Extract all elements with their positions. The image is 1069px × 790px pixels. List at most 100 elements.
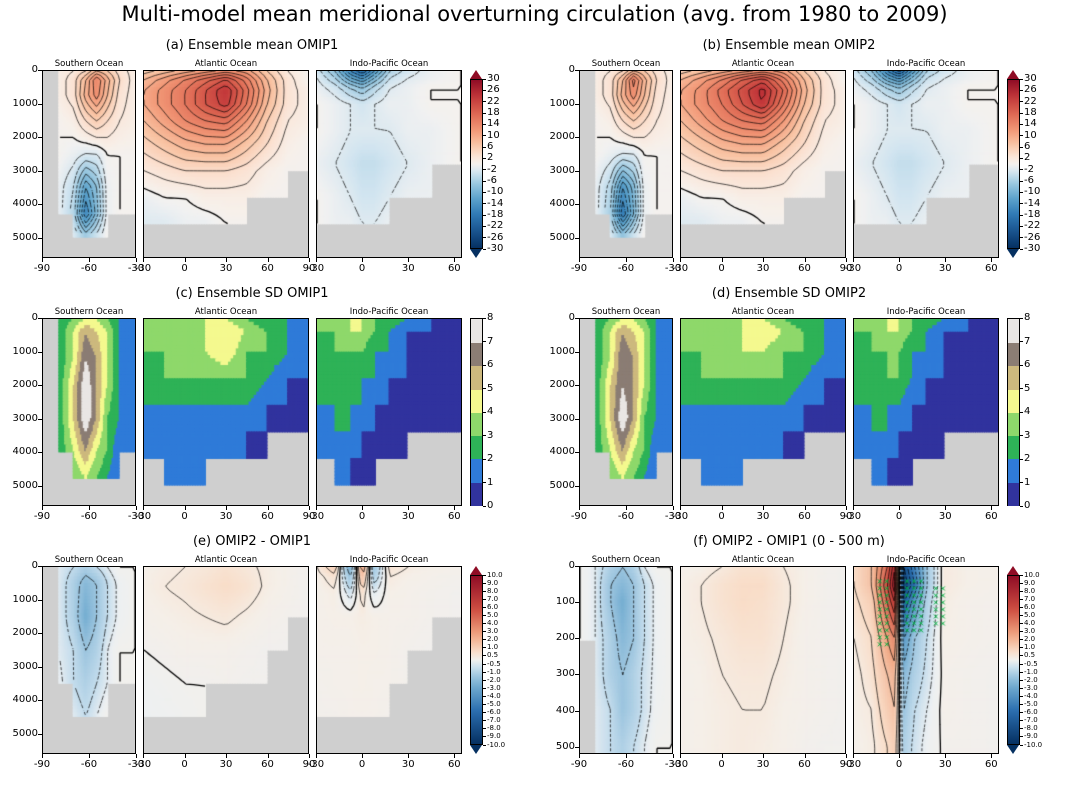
x-tick-mark xyxy=(362,258,364,262)
colorbar-tick-label: -8.0 xyxy=(1024,724,1038,733)
colorbar-tick-label: -1.0 xyxy=(1024,667,1038,676)
x-tick-label: 60 xyxy=(984,759,998,770)
plot-area xyxy=(579,70,673,258)
colorbar: 30 26 22 18 14 10 6 2 -2 -6 -10 -14 -18 -22 -26 -30 xyxy=(470,70,524,258)
x-tick-mark xyxy=(945,754,947,758)
colorbar-tick-label: -2.0 xyxy=(487,675,501,684)
ocean-title: Atlantic Ocean xyxy=(731,555,795,565)
x-tick-label: 0 xyxy=(718,263,725,274)
colorbar-tick-label: 9.0 xyxy=(487,578,499,587)
y-tick-mark xyxy=(575,452,579,454)
x-tick-mark xyxy=(454,258,456,262)
colorbar-tick-label: 8.0 xyxy=(487,586,499,595)
colorbar-segment xyxy=(1008,435,1019,460)
colorbar-segment xyxy=(1008,342,1019,367)
plot-area xyxy=(853,70,999,258)
x-tick-mark xyxy=(579,506,580,510)
colorbar-tick-label: 5 xyxy=(1024,382,1031,394)
colorbar-tick-label: 7.0 xyxy=(487,594,499,603)
x-tick-mark xyxy=(991,258,993,262)
colorbar-tick-label: 1 xyxy=(487,476,494,488)
y-tick-label: 1000 xyxy=(12,97,38,109)
y-tick-mark xyxy=(575,137,579,139)
colorbar-body xyxy=(1007,79,1020,249)
plot-area xyxy=(316,318,462,506)
x-tick-label: -30 xyxy=(664,759,682,770)
x-tick-mark xyxy=(673,258,674,262)
y-tick-label: 5000 xyxy=(12,231,38,243)
colorbar-tick-mark xyxy=(483,744,486,746)
colorbar-tick-mark xyxy=(1020,89,1023,91)
colorbar-tick-label: -14 xyxy=(1024,197,1041,209)
colorbar-arrow-up-icon xyxy=(1007,566,1019,575)
colorbar-tick-mark xyxy=(1020,225,1023,227)
x-tick-label: -30 xyxy=(127,511,145,522)
colorbar-tick-label: 6 xyxy=(1024,359,1031,370)
x-tick-label: 30 xyxy=(756,263,770,274)
plot-area xyxy=(316,566,462,754)
x-tick-mark xyxy=(267,754,269,758)
x-tick-mark xyxy=(408,258,410,262)
x-tick-mark xyxy=(763,754,764,758)
colorbar-tick-label: 2.0 xyxy=(1024,635,1036,644)
plot-area xyxy=(143,70,309,258)
colorbar-segment xyxy=(471,435,482,460)
x-tick-mark xyxy=(89,506,90,510)
contour-plot-canvas xyxy=(317,319,461,505)
contour-plot-canvas xyxy=(681,319,845,505)
colorbar-tick-mark xyxy=(483,191,486,193)
colorbar-tick-label: 2 xyxy=(487,453,494,464)
x-tick-label: 90 xyxy=(839,263,853,274)
colorbar-tick-mark xyxy=(1020,704,1023,706)
colorbar-tick-mark xyxy=(1020,169,1023,171)
colorbar-tick-mark xyxy=(1020,435,1023,436)
colorbar-tick-label: 3.0 xyxy=(1024,627,1036,636)
colorbar-tick-label: -10.0 xyxy=(1024,740,1043,749)
colorbar-tick-label: 10.0 xyxy=(487,570,503,579)
y-tick-mark xyxy=(38,633,42,635)
colorbar-tick-mark xyxy=(1020,458,1023,460)
y-tick-mark xyxy=(38,418,42,420)
y-tick-mark xyxy=(575,237,579,239)
x-tick-mark xyxy=(267,258,269,262)
colorbar: 8 7 6 5 4 3 2 1 0 xyxy=(470,313,524,511)
y-tick-mark xyxy=(575,746,579,748)
ocean-title: Southern Ocean xyxy=(591,555,661,565)
y-tick-label: 5000 xyxy=(549,479,575,491)
panel-group-c: (c) Ensemble SD OMIP1 0 1000 2000 3000 4000 50… xyxy=(8,286,523,528)
y-tick-mark xyxy=(38,103,42,105)
contour-plot-canvas xyxy=(144,567,308,753)
x-tick-label: 0 xyxy=(718,759,725,770)
panel-group-f: (f) OMIP2 - OMIP1 (0 - 500 m) 0 100 200 300 4… xyxy=(545,534,1060,776)
y-tick-mark xyxy=(575,103,579,105)
ocean-title: Atlantic Ocean xyxy=(194,59,258,69)
colorbar-tick-label: -5.0 xyxy=(1024,700,1038,709)
x-tick-mark xyxy=(89,754,90,758)
contour-plot-canvas xyxy=(580,567,672,753)
colorbar-tick-mark xyxy=(1020,341,1023,342)
x-tick-mark xyxy=(579,258,580,262)
colorbar-segment xyxy=(471,481,482,506)
colorbar-tick-label: -2 xyxy=(487,163,497,175)
colorbar-tick-label: -7.0 xyxy=(1024,716,1038,725)
x-tick-mark xyxy=(945,258,947,262)
colorbar-tick-mark xyxy=(483,582,486,584)
y-tick-mark xyxy=(38,385,42,387)
x-tick-label: -30 xyxy=(671,263,689,274)
colorbar-tick-mark xyxy=(483,679,486,681)
y-tick-label: 4000 xyxy=(12,446,38,458)
colorbar-tick-mark xyxy=(1020,146,1023,148)
colorbar-tick-label: -10.0 xyxy=(487,740,506,749)
colorbar-body xyxy=(1007,318,1020,506)
colorbar-tick-label: -10 xyxy=(1024,186,1041,198)
contour-plot-canvas xyxy=(317,567,461,753)
colorbar-tick-label: 0 xyxy=(487,500,494,511)
plot-area xyxy=(143,566,309,754)
colorbar-tick-mark xyxy=(1020,744,1023,746)
x-tick-mark xyxy=(763,506,764,510)
y-tick-label: 4000 xyxy=(12,198,38,210)
x-tick-label: 0 xyxy=(718,511,725,522)
x-tick-label: 30 xyxy=(219,759,233,770)
x-tick-mark xyxy=(454,754,456,758)
